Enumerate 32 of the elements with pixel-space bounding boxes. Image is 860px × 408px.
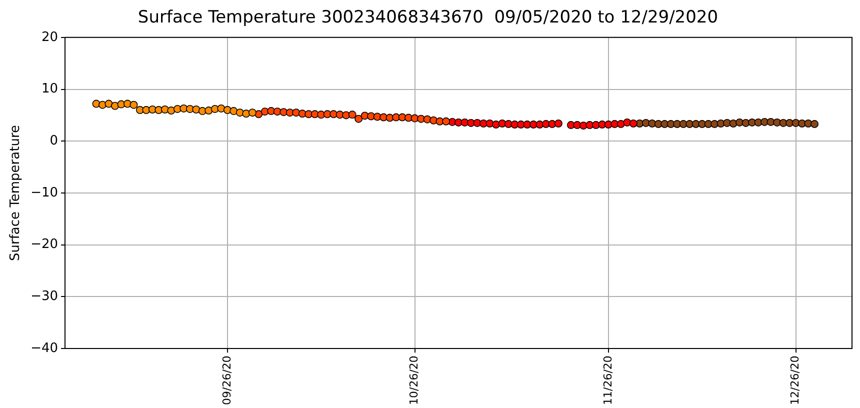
point xyxy=(348,110,356,119)
point xyxy=(136,106,144,114)
point xyxy=(104,100,113,108)
x-tick-label: 11/26/20 xyxy=(601,356,614,406)
y-tick-label: 20 xyxy=(41,30,58,45)
y-tick-label: −20 xyxy=(30,237,58,252)
point xyxy=(223,106,232,114)
point xyxy=(230,107,238,116)
x-tick-label: 12/26/20 xyxy=(788,356,802,406)
point xyxy=(130,100,138,109)
y-axis-title: Surface Temperature xyxy=(8,124,24,262)
y-tick-label: −10 xyxy=(30,185,58,200)
point xyxy=(616,120,625,128)
chart-title: Surface Temperature 300234068343670 09/05/2020 to 12/29/2020 xyxy=(138,8,718,28)
y-tick-label: −30 xyxy=(30,289,58,304)
point xyxy=(810,120,819,128)
point xyxy=(492,120,500,129)
point xyxy=(248,108,256,117)
point xyxy=(629,120,638,128)
y-tick-label: −40 xyxy=(30,340,58,356)
point xyxy=(148,105,156,114)
point xyxy=(354,114,363,123)
point xyxy=(160,105,169,114)
point xyxy=(710,120,719,128)
point xyxy=(604,120,612,129)
point xyxy=(504,120,512,128)
x-tick-label: 10/26/20 xyxy=(408,356,421,406)
x-tick-label: 09/26/20 xyxy=(220,356,234,406)
y-tick-label: 10 xyxy=(41,82,58,97)
y-tick-label: 0 xyxy=(50,134,58,149)
point xyxy=(554,120,562,128)
point xyxy=(442,117,450,126)
